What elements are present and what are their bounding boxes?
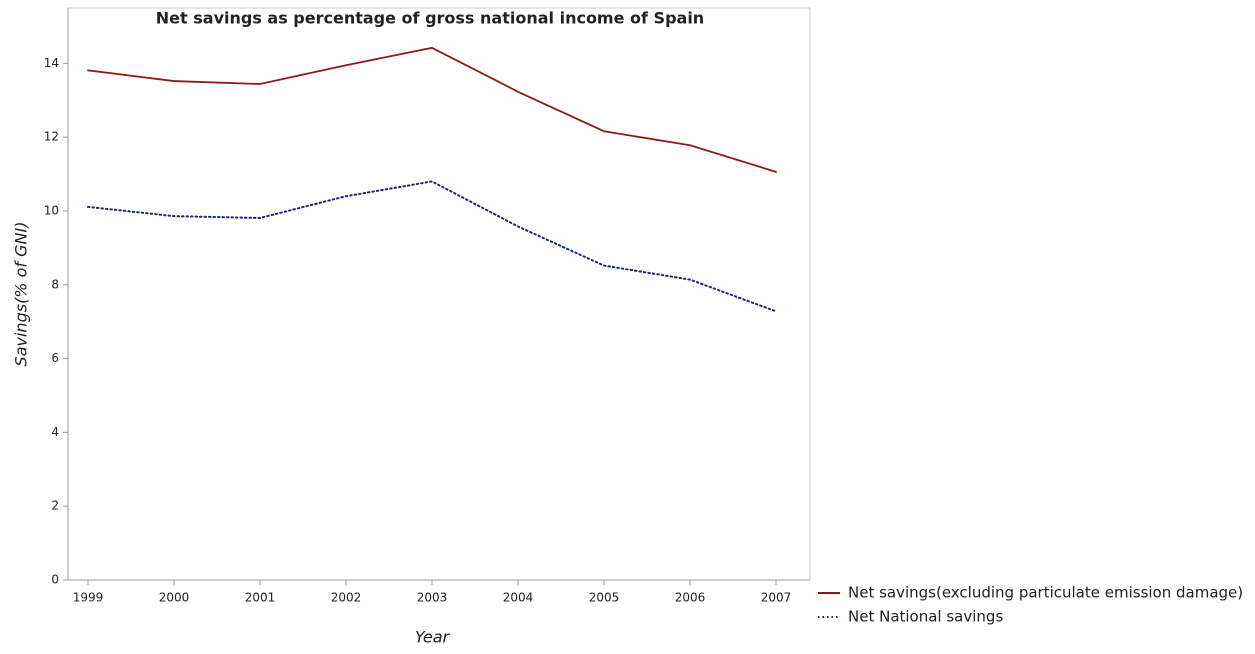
x-axis-label: Year [415,628,451,647]
series-line [87,180,777,313]
y-tick-label: 10 [44,203,59,217]
y-axis-label: Savings(% of GNI) [12,222,31,367]
y-tick-label: 0 [51,573,59,587]
x-tick-label: 2001 [245,591,276,605]
y-tick-label: 12 [44,130,59,144]
x-tick-label: 2003 [417,591,448,605]
legend-label: Net savings(excluding particulate emissi… [848,584,1243,602]
legend-label: Net National savings [848,608,1003,626]
series-line [87,46,777,173]
chart-title: Net savings as percentage of gross natio… [156,9,704,28]
y-tick-label: 4 [51,425,59,439]
x-tick-label: 2002 [331,591,362,605]
x-tick-label: 2007 [761,591,792,605]
x-tick-label: 2006 [675,591,706,605]
x-tick-label: 2004 [503,591,534,605]
x-tick-label: 1999 [73,591,104,605]
x-tick-label: 2005 [589,591,620,605]
plot-frame [67,7,811,581]
y-tick-label: 2 [51,499,59,513]
y-tick-label: 14 [44,56,59,70]
y-tick-label: 8 [51,277,59,291]
x-tick-label: 2000 [159,591,190,605]
y-tick-label: 6 [51,351,59,365]
